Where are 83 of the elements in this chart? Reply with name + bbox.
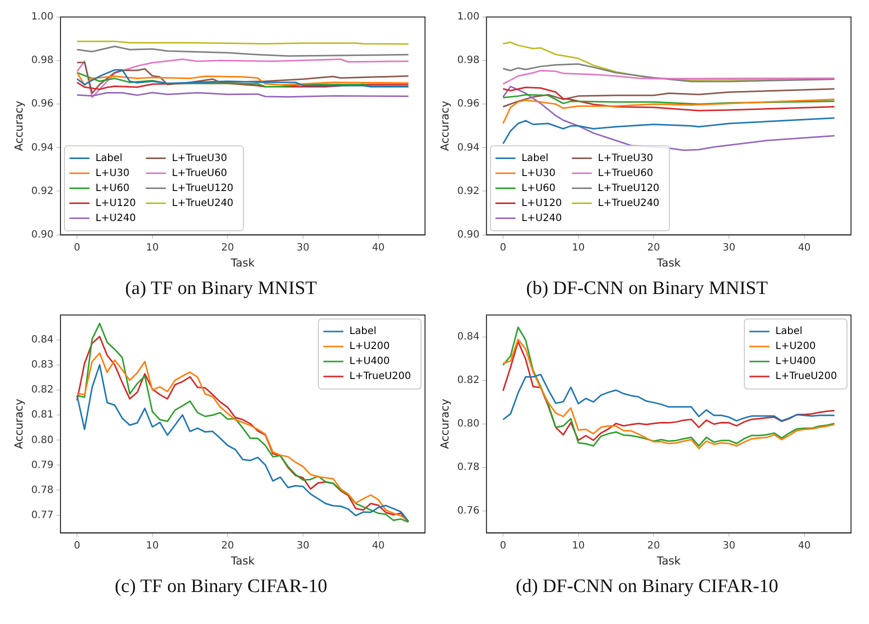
y-tick-label: 0.90 — [457, 229, 480, 240]
y-tick-label: 0.82 — [457, 374, 480, 386]
y-axis-title: Accuracy — [438, 100, 452, 152]
y-tick-label: 0.79 — [31, 460, 54, 471]
text: (d) DF-CNN on Binary CIFAR-10 — [516, 576, 778, 598]
legend-label: L+TrueU240 — [598, 198, 660, 209]
text: (b) DF-CNN on Binary MNIST — [526, 278, 768, 300]
legend-label: Label — [95, 152, 122, 164]
x-axis-title: Task — [230, 554, 256, 568]
y-tick-label: 1.00 — [457, 12, 480, 23]
legend-label: L+TrueU120 — [598, 182, 660, 194]
legend-label: L+TrueU30 — [598, 152, 654, 164]
text: (a) TF on Binary MNIST — [125, 278, 317, 300]
x-tick-label: 30 — [722, 540, 736, 552]
x-tick-label: 40 — [372, 540, 385, 552]
y-tick-label: 0.84 — [31, 334, 54, 346]
x-tick-label: 20 — [647, 242, 660, 254]
y-tick-label: 0.98 — [31, 55, 54, 66]
x-axis-title: Task — [230, 256, 256, 270]
y-tick-label: 0.94 — [31, 142, 54, 154]
y-tick-label: 0.76 — [457, 506, 480, 517]
legend-label: Label — [775, 326, 802, 338]
y-tick-label: 1.00 — [31, 12, 54, 23]
y-tick-label: 0.78 — [457, 462, 480, 474]
y-tick-label: 0.81 — [31, 410, 54, 421]
y-tick-label: 0.94 — [457, 142, 480, 154]
legend-label: L+TrueU60 — [598, 168, 654, 179]
y-tick-label: 0.92 — [31, 186, 54, 197]
x-tick-label: 20 — [221, 242, 234, 254]
y-tick-label: 0.90 — [31, 229, 54, 240]
legend-label: Label — [521, 152, 548, 164]
x-tick-label: 40 — [798, 540, 811, 552]
x-tick-label: 40 — [372, 242, 385, 254]
legend-label: L+U200 — [349, 341, 390, 352]
legend-label: L+U120 — [521, 198, 562, 209]
x-tick-label: 0 — [500, 540, 506, 552]
y-axis-title: Accuracy — [12, 398, 26, 450]
y-tick-label: 0.84 — [457, 331, 480, 342]
x-tick-label: 0 — [500, 242, 506, 254]
y-tick-label: 0.78 — [31, 484, 54, 496]
y-tick-label: 0.80 — [457, 418, 480, 430]
legend-label: L+U200 — [775, 341, 816, 352]
legend-label: L+TrueU200 — [775, 371, 838, 382]
legend-label: L+TrueU30 — [172, 152, 228, 164]
legend-label: L+U400 — [349, 356, 390, 368]
x-tick-label: 30 — [722, 242, 736, 254]
y-tick-label: 0.83 — [31, 360, 54, 371]
y-tick-label: 0.98 — [457, 55, 480, 66]
x-tick-label: 0 — [74, 540, 80, 552]
x-tick-label: 20 — [647, 540, 660, 552]
x-tick-label: 10 — [572, 540, 585, 552]
x-tick-label: 10 — [146, 540, 159, 552]
legend-label: L+TrueU240 — [172, 198, 234, 209]
y-tick-label: 0.96 — [457, 98, 480, 110]
legend-label: L+U60 — [521, 182, 556, 194]
legend-label: L+U60 — [95, 182, 130, 194]
y-tick-label: 0.80 — [31, 434, 54, 446]
y-tick-label: 0.82 — [31, 384, 54, 396]
y-tick-label: 0.96 — [31, 98, 54, 110]
legend-label: L+TrueU60 — [172, 168, 228, 179]
legend-label: L+U30 — [521, 168, 556, 179]
legend-label: L+TrueU120 — [172, 182, 234, 194]
x-tick-label: 20 — [221, 540, 234, 552]
x-axis-title: Task — [656, 554, 682, 568]
legend-label: L+U240 — [95, 212, 136, 224]
x-tick-label: 10 — [146, 242, 159, 254]
legend-label: L+U120 — [95, 198, 136, 209]
legend-label: L+U30 — [95, 168, 130, 179]
x-tick-label: 30 — [296, 540, 310, 552]
legend-label: Label — [349, 326, 376, 338]
legend-label: L+TrueU200 — [349, 371, 412, 382]
y-tick-label: 0.77 — [31, 510, 54, 521]
legend-label: L+U240 — [521, 212, 562, 224]
x-axis-title: Task — [656, 256, 682, 270]
x-tick-label: 10 — [572, 242, 585, 254]
x-tick-label: 40 — [798, 242, 811, 254]
y-axis-title: Accuracy — [12, 100, 26, 152]
legend-label: L+U400 — [775, 356, 816, 368]
y-tick-label: 0.92 — [457, 186, 480, 197]
text: (c) TF on Binary CIFAR-10 — [114, 576, 328, 598]
y-axis-title: Accuracy — [438, 398, 452, 450]
x-tick-label: 30 — [296, 242, 310, 254]
x-tick-label: 0 — [74, 242, 80, 254]
